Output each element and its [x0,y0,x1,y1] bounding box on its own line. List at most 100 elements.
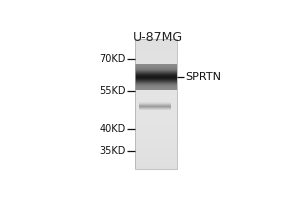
Bar [135,82,177,83]
Bar [135,132,177,133]
Bar [135,144,177,145]
Bar [135,125,177,126]
Bar [135,120,177,121]
Bar [139,102,171,103]
Bar [135,81,177,82]
Bar [135,80,177,81]
Bar [139,105,171,106]
Bar [135,61,177,62]
Bar [135,147,177,148]
Bar [139,109,171,110]
Bar [135,75,177,76]
Bar [135,74,177,75]
Bar [135,124,177,125]
Bar [135,79,177,80]
Bar [135,123,177,124]
Bar [135,151,177,152]
Bar [135,80,177,81]
Bar [135,96,177,97]
Bar [135,103,177,104]
Bar [135,82,177,83]
Bar [135,88,177,89]
Bar [135,105,177,106]
Bar [139,108,171,109]
Bar [135,148,177,149]
Bar [135,109,177,110]
Bar [135,51,177,52]
Bar [135,89,177,90]
Bar [135,161,177,162]
Bar [135,110,177,111]
Bar [135,100,177,101]
Bar [135,72,177,73]
Bar [135,106,177,107]
Bar [135,88,177,89]
Bar [135,62,177,63]
Bar [135,39,177,169]
Bar [135,154,177,155]
Bar [139,107,171,108]
Bar [135,70,177,71]
Bar [135,145,177,146]
Bar [135,71,177,72]
Bar [135,87,177,88]
Bar [135,71,177,72]
Bar [135,130,177,131]
Bar [135,50,177,51]
Bar [135,134,177,135]
Bar [135,87,177,88]
Bar [135,131,177,132]
Bar [135,91,177,92]
Bar [139,103,171,104]
Bar [135,86,177,87]
Bar [135,76,177,77]
Bar [135,78,177,79]
Bar [135,46,177,47]
Bar [135,117,177,118]
Bar [135,89,177,90]
Bar [135,164,177,165]
Bar [135,112,177,113]
Bar [135,116,177,117]
Bar [135,76,177,77]
Text: 40KD: 40KD [100,124,126,134]
Bar [135,63,177,64]
Bar [135,68,177,69]
Bar [135,140,177,141]
Bar [139,106,171,107]
Bar [135,158,177,159]
Bar [135,98,177,99]
Bar [135,159,177,160]
Bar [135,69,177,70]
Bar [135,83,177,84]
Bar [135,156,177,157]
Bar [135,58,177,59]
Bar [135,64,177,65]
Bar [135,97,177,98]
Bar [135,66,177,67]
Bar [135,60,177,61]
Bar [135,129,177,130]
Bar [135,166,177,167]
Bar [135,67,177,68]
Text: U-87MG: U-87MG [133,31,184,44]
Bar [135,84,177,85]
Bar [135,126,177,127]
Bar [135,138,177,139]
Bar [135,128,177,129]
Bar [135,42,177,43]
Bar [135,152,177,153]
Bar [135,54,177,55]
Bar [135,101,177,102]
Bar [135,94,177,95]
Bar [135,142,177,143]
Bar [135,99,177,100]
Bar [135,113,177,114]
Bar [135,39,177,40]
Bar [135,77,177,78]
Text: 55KD: 55KD [99,86,126,96]
Bar [135,137,177,138]
Bar [135,122,177,123]
Bar [135,73,177,74]
Bar [135,48,177,49]
